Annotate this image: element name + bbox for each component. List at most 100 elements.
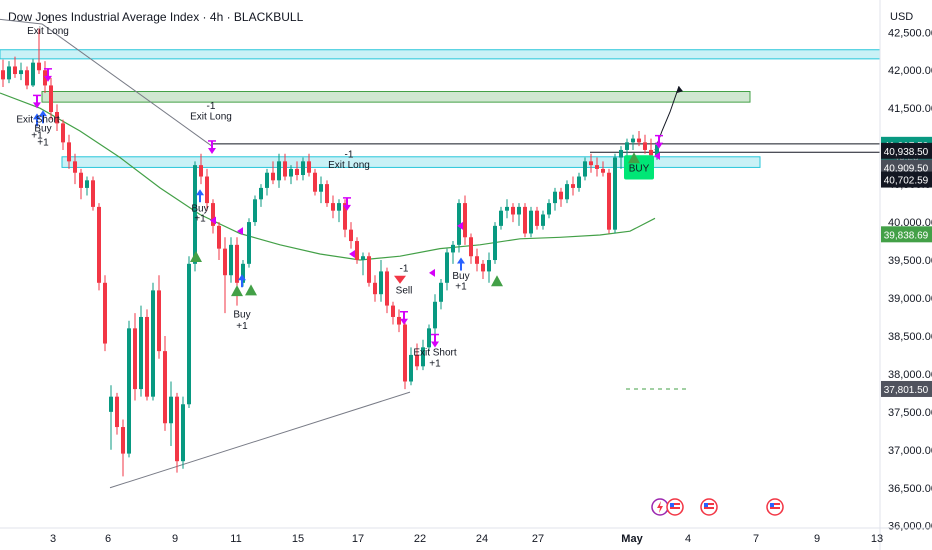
candle[interactable] bbox=[55, 104, 59, 131]
candle[interactable] bbox=[463, 195, 467, 245]
currency-selector[interactable]: USD bbox=[890, 11, 914, 23]
candle[interactable] bbox=[61, 119, 65, 150]
candle[interactable] bbox=[217, 222, 221, 261]
candle[interactable] bbox=[427, 324, 431, 352]
candle[interactable] bbox=[355, 237, 359, 264]
candle[interactable] bbox=[7, 61, 11, 84]
candle[interactable] bbox=[157, 275, 161, 359]
candle[interactable] bbox=[25, 66, 29, 90]
candle[interactable] bbox=[265, 168, 269, 196]
candle[interactable] bbox=[505, 199, 509, 219]
price-axis[interactable]: 42,500.0042,000.0041,500.0041,000.0040,5… bbox=[879, 0, 932, 550]
candle[interactable] bbox=[169, 381, 173, 447]
candle[interactable] bbox=[631, 134, 635, 150]
candle[interactable] bbox=[379, 260, 383, 302]
candle[interactable] bbox=[397, 309, 401, 333]
candle[interactable] bbox=[247, 218, 251, 268]
candles-layer[interactable] bbox=[1, 28, 659, 477]
candle[interactable] bbox=[289, 165, 293, 185]
candle[interactable] bbox=[313, 168, 317, 196]
candle[interactable] bbox=[415, 343, 419, 371]
candle[interactable] bbox=[121, 419, 125, 477]
candle[interactable] bbox=[547, 199, 551, 219]
candle[interactable] bbox=[523, 203, 527, 238]
candle[interactable] bbox=[517, 203, 521, 226]
candle[interactable] bbox=[595, 157, 599, 177]
price-badge[interactable]: 39,838.69 bbox=[881, 226, 932, 243]
candle[interactable] bbox=[319, 176, 323, 204]
candle[interactable] bbox=[421, 339, 425, 371]
candle[interactable] bbox=[271, 161, 275, 185]
candle[interactable] bbox=[487, 252, 491, 283]
candle[interactable] bbox=[325, 180, 329, 207]
price-badge[interactable]: 37,801.50 bbox=[881, 380, 932, 397]
candle[interactable] bbox=[469, 233, 473, 264]
candle[interactable] bbox=[277, 153, 281, 188]
candle[interactable] bbox=[223, 237, 227, 314]
candle[interactable] bbox=[139, 305, 143, 397]
price-badge[interactable]: 40,909.50 bbox=[881, 159, 932, 176]
candle[interactable] bbox=[553, 187, 557, 211]
candle[interactable] bbox=[445, 248, 449, 291]
candle[interactable] bbox=[409, 347, 413, 386]
candle[interactable] bbox=[583, 157, 587, 181]
candle[interactable] bbox=[253, 195, 257, 226]
candle[interactable] bbox=[373, 275, 377, 302]
candle[interactable] bbox=[103, 275, 107, 352]
candle[interactable] bbox=[127, 320, 131, 458]
candle[interactable] bbox=[433, 294, 437, 336]
candle[interactable] bbox=[145, 309, 149, 401]
candle[interactable] bbox=[451, 241, 455, 264]
candle[interactable] bbox=[331, 195, 335, 219]
candle[interactable] bbox=[601, 161, 605, 177]
candle[interactable] bbox=[403, 320, 407, 390]
candle[interactable] bbox=[151, 282, 155, 401]
candle[interactable] bbox=[49, 77, 53, 120]
candle[interactable] bbox=[229, 237, 233, 283]
candle[interactable] bbox=[535, 206, 539, 230]
candle[interactable] bbox=[13, 56, 17, 78]
candle[interactable] bbox=[91, 176, 95, 211]
buy-signal-badge[interactable]: BUY bbox=[624, 155, 654, 180]
candle[interactable] bbox=[571, 176, 575, 196]
candle[interactable] bbox=[187, 256, 191, 409]
candle[interactable] bbox=[493, 222, 497, 264]
candle[interactable] bbox=[529, 206, 533, 238]
candle[interactable] bbox=[475, 248, 479, 272]
candle[interactable] bbox=[361, 252, 365, 276]
candle[interactable] bbox=[349, 222, 353, 249]
candle[interactable] bbox=[367, 252, 371, 287]
candle[interactable] bbox=[307, 153, 311, 177]
events-layer[interactable] bbox=[651, 498, 784, 516]
candle[interactable] bbox=[163, 335, 167, 431]
candle[interactable] bbox=[133, 313, 137, 401]
candle[interactable] bbox=[481, 260, 485, 280]
candle[interactable] bbox=[613, 153, 617, 234]
price-badge[interactable]: 40,702.59 bbox=[881, 171, 932, 188]
candle[interactable] bbox=[589, 153, 593, 173]
price-badge[interactable]: 40,938.50 bbox=[881, 142, 932, 159]
candle[interactable] bbox=[565, 180, 569, 204]
candle[interactable] bbox=[295, 161, 299, 181]
candle[interactable] bbox=[73, 153, 77, 185]
candle[interactable] bbox=[643, 134, 647, 154]
candle[interactable] bbox=[115, 392, 119, 435]
candle[interactable] bbox=[577, 172, 581, 192]
candle[interactable] bbox=[385, 267, 389, 314]
candle[interactable] bbox=[337, 199, 341, 223]
candle[interactable] bbox=[85, 176, 89, 196]
candle[interactable] bbox=[649, 138, 653, 158]
candle[interactable] bbox=[31, 58, 35, 87]
candle[interactable] bbox=[511, 203, 515, 223]
candle[interactable] bbox=[211, 199, 215, 234]
candle[interactable] bbox=[175, 392, 179, 473]
candle[interactable] bbox=[259, 184, 263, 207]
candle[interactable] bbox=[439, 279, 443, 310]
candle[interactable] bbox=[109, 385, 113, 450]
candle[interactable] bbox=[19, 62, 23, 81]
candle[interactable] bbox=[283, 153, 287, 181]
candle[interactable] bbox=[625, 138, 629, 158]
candle[interactable] bbox=[499, 206, 503, 230]
candle[interactable] bbox=[619, 146, 623, 169]
